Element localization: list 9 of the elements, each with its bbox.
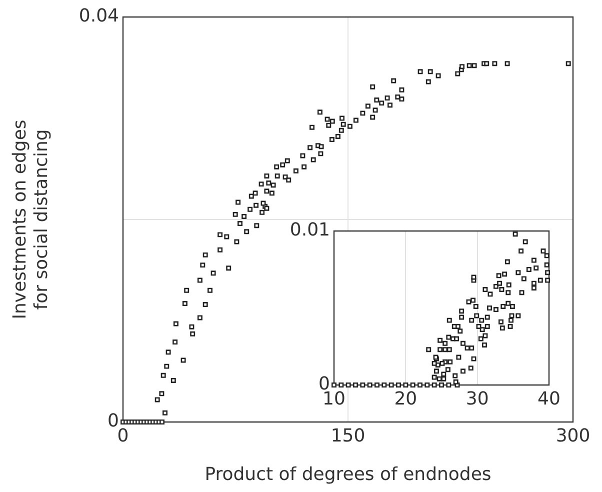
- x-tick-label: 30: [466, 388, 489, 410]
- x-axis-title: Product of degrees of endnodes: [204, 464, 492, 485]
- y-tick-label: 0.01: [290, 220, 330, 241]
- x-tick-label: 40: [538, 388, 560, 410]
- x-tick-label: 150: [330, 425, 366, 446]
- x-tick-label: 20: [394, 388, 418, 410]
- y-axis-title: Investments on edges for social distancing: [9, 120, 52, 320]
- y-tick-label: 0.04: [78, 6, 119, 27]
- x-tick-label: 300: [556, 425, 590, 446]
